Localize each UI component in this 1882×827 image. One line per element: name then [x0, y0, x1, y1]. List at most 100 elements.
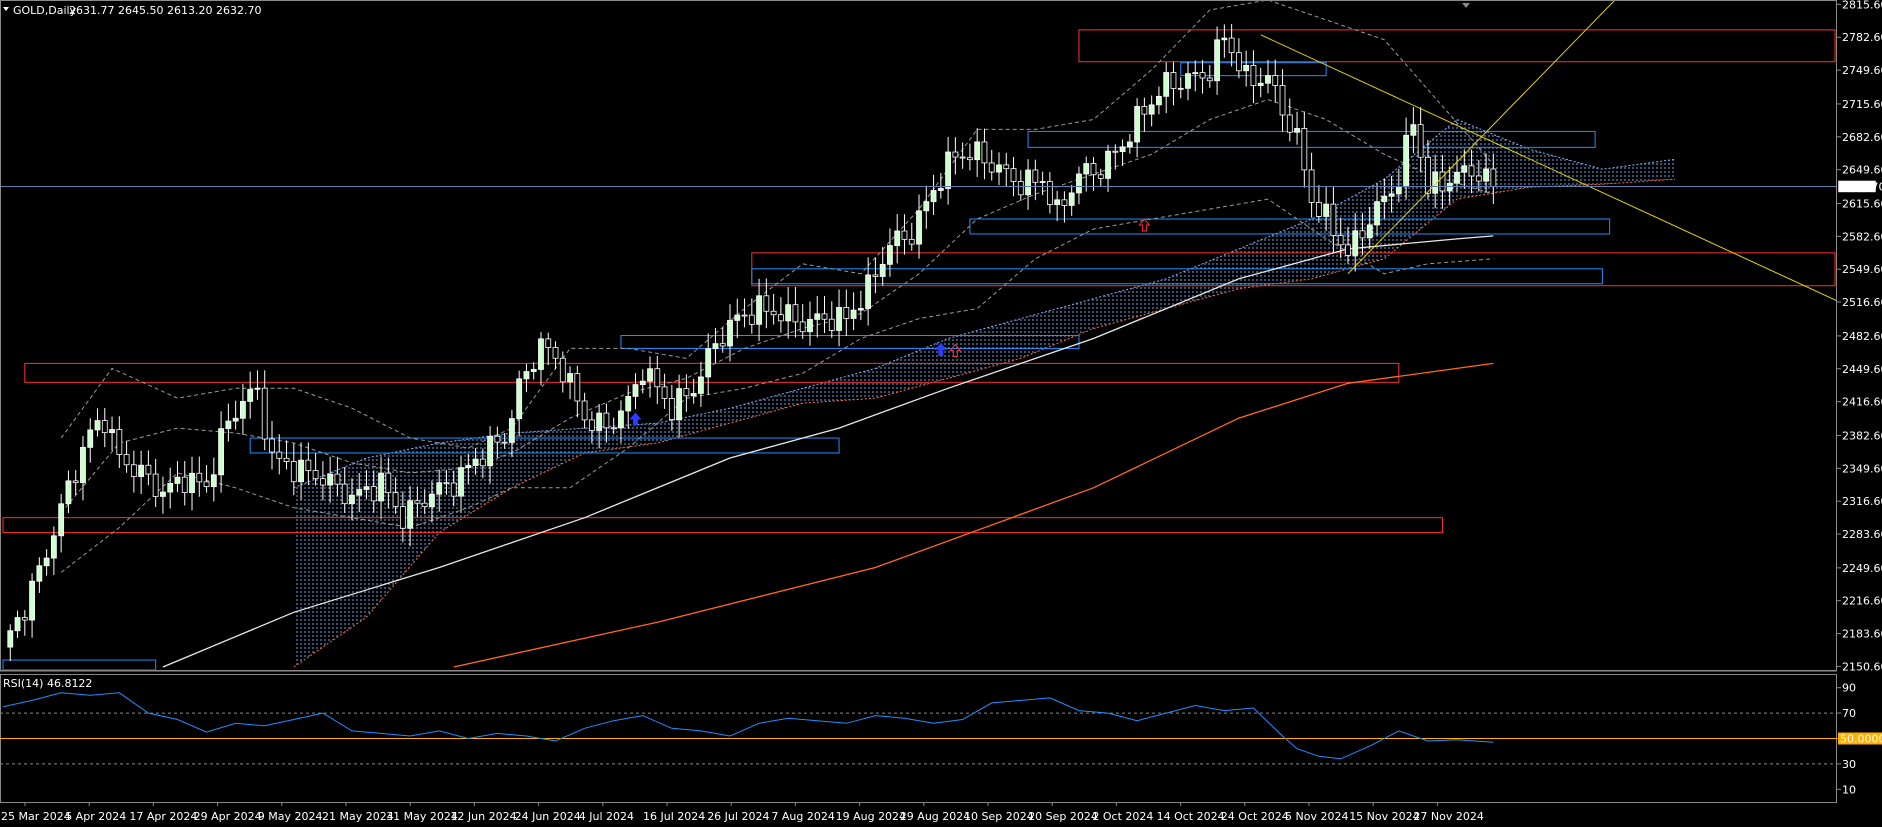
rsi-tick-label: 90	[1842, 682, 1856, 695]
candle-body	[581, 400, 588, 421]
candle-body	[1446, 182, 1453, 192]
candle	[1286, 98, 1293, 142]
candle	[1017, 170, 1024, 201]
candle	[1134, 98, 1141, 158]
candle	[101, 408, 108, 448]
price-pane[interactable]	[0, 0, 1850, 670]
resistance-zone[interactable]	[1078, 29, 1836, 63]
candle	[1126, 134, 1133, 154]
resistance-zone[interactable]	[24, 362, 1400, 383]
candle	[879, 247, 886, 286]
candle	[487, 426, 493, 484]
candle-body	[727, 320, 733, 347]
candle-body	[1315, 202, 1322, 217]
candle-body	[668, 398, 675, 421]
candle-body	[269, 438, 275, 453]
candle	[479, 448, 486, 479]
date-tick-label: 9 May 2024	[258, 810, 323, 823]
candle	[152, 458, 159, 507]
resistance-zone[interactable]	[2, 517, 1443, 534]
candle-body	[1468, 165, 1475, 177]
candle-body	[160, 491, 166, 497]
candle	[676, 374, 683, 438]
candle	[458, 455, 464, 514]
candle-body	[756, 295, 762, 325]
candle-body	[872, 274, 879, 277]
price-tick-label: 2549.60	[1842, 263, 1882, 276]
candle-body	[865, 274, 872, 309]
candle-body	[43, 557, 50, 567]
candle-body	[472, 458, 479, 466]
candle	[865, 257, 872, 326]
price-axis[interactable]: 2815.60 2782.60 2749.60 2715.60 2682.60 2649.…	[1837, 0, 1882, 673]
candle	[974, 128, 981, 177]
candle-body	[203, 481, 210, 488]
ma-fast-line	[162, 235, 1494, 668]
support-zone[interactable]	[1027, 130, 1596, 148]
rsi-pane[interactable]	[0, 692, 1837, 765]
candle	[429, 480, 435, 523]
trend-lines[interactable]	[1260, 0, 1850, 307]
candle	[1083, 156, 1090, 192]
candle	[1236, 38, 1242, 79]
candle-body	[232, 417, 239, 422]
candle	[116, 416, 123, 468]
candle-body	[508, 418, 515, 443]
candle	[916, 194, 922, 259]
candle-body	[1039, 181, 1046, 183]
candle-body	[218, 428, 225, 476]
candle	[828, 301, 835, 338]
candle	[777, 297, 784, 333]
trend-line[interactable]	[1347, 0, 1617, 275]
candle	[1381, 178, 1388, 219]
candle	[305, 442, 312, 485]
candle-body	[639, 380, 646, 385]
candle	[1294, 111, 1300, 145]
candle	[1039, 171, 1046, 196]
price-tick-label: 2582.60	[1842, 230, 1882, 243]
candle	[1439, 154, 1446, 209]
candle	[1366, 207, 1373, 249]
candle-body	[559, 357, 566, 383]
candle-body	[1148, 104, 1155, 115]
candle	[618, 400, 624, 443]
candle	[501, 432, 508, 450]
candle-body	[690, 393, 697, 397]
candle	[1468, 149, 1475, 194]
date-tick-label: 26 Jul 2024	[707, 810, 769, 823]
candle-body	[894, 230, 901, 246]
triangle-down-icon[interactable]	[3, 7, 9, 11]
candle	[690, 378, 697, 404]
price-tick-label: 2649.60	[1842, 164, 1882, 177]
candle	[450, 470, 457, 507]
candle-body	[1105, 150, 1111, 179]
hollow-up-arrow-icon	[949, 343, 962, 357]
price-tick-label: 2216.60	[1842, 595, 1882, 608]
candle-body	[1228, 37, 1235, 54]
candle-body	[487, 435, 493, 467]
candle	[596, 403, 603, 449]
candle-body	[72, 480, 79, 484]
candle	[1112, 144, 1119, 170]
candle	[378, 457, 384, 519]
support-zone[interactable]	[620, 335, 1080, 349]
candle	[1032, 159, 1039, 201]
candle-body	[923, 201, 930, 212]
candle	[167, 467, 174, 509]
candle-body	[1054, 199, 1061, 206]
date-tick-label: 29 Aug 2024	[900, 810, 970, 823]
price-tick-label: 2815.60	[1842, 0, 1882, 11]
support-zone[interactable]	[249, 437, 840, 454]
candle	[94, 408, 101, 437]
candle-body	[1221, 37, 1228, 41]
trend-line[interactable]	[1260, 34, 1850, 307]
candle-body	[1265, 75, 1271, 84]
candle	[661, 373, 668, 409]
support-zone[interactable]	[751, 268, 1603, 285]
candle	[1097, 168, 1104, 187]
shift-marker-icon[interactable]	[1462, 3, 1470, 8]
price-tick-label: 2249.60	[1842, 562, 1882, 575]
candle	[1090, 157, 1097, 191]
